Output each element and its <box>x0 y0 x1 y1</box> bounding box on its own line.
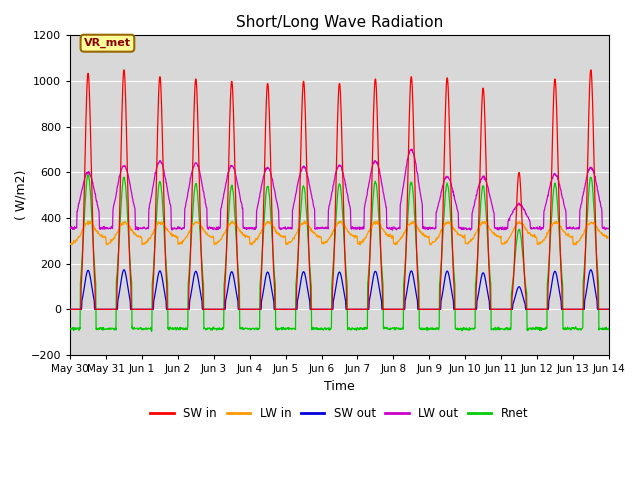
Legend: SW in, LW in, SW out, LW out, Rnet: SW in, LW in, SW out, LW out, Rnet <box>146 402 533 425</box>
Text: VR_met: VR_met <box>84 38 131 48</box>
Y-axis label: ( W/m2): ( W/m2) <box>15 170 28 220</box>
X-axis label: Time: Time <box>324 380 355 393</box>
Title: Short/Long Wave Radiation: Short/Long Wave Radiation <box>236 15 443 30</box>
